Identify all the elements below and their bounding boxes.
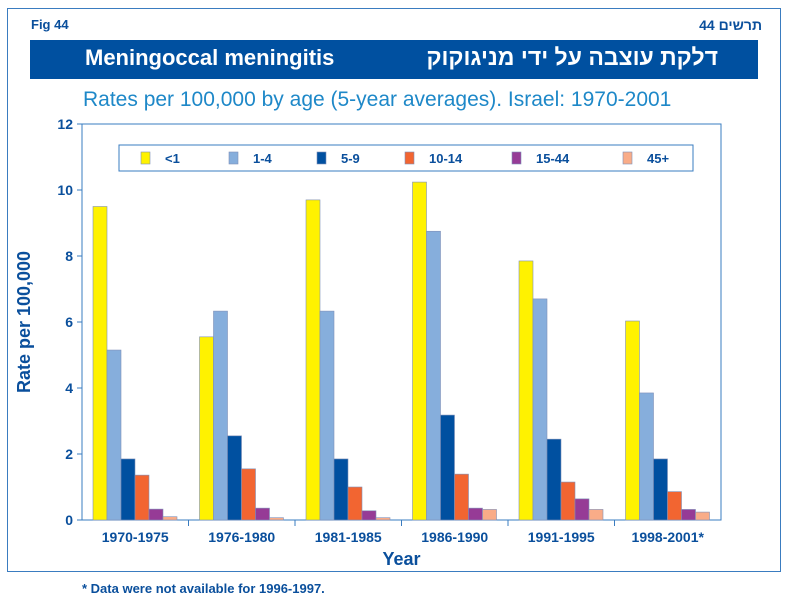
bar-1-4 xyxy=(532,298,548,521)
bar-45+ xyxy=(162,516,178,521)
chart-title: Rates per 100,000 by age (5-year average… xyxy=(83,88,672,111)
bar-1-4 xyxy=(639,392,654,521)
bar-<1 xyxy=(305,199,321,521)
bar-<1 xyxy=(412,181,427,521)
figure-number-hebrew: תרשים 44 xyxy=(699,17,762,33)
bar-<1 xyxy=(625,320,640,521)
bar-15-44 xyxy=(148,508,164,521)
bar-5-9 xyxy=(227,435,242,521)
bar-<1 xyxy=(518,260,534,521)
legend-swatch-5-9 xyxy=(316,151,327,165)
bar-15-44 xyxy=(361,510,377,521)
plot-area xyxy=(81,123,722,521)
bar-15-44 xyxy=(574,498,590,521)
bar-45+ xyxy=(588,509,604,521)
bar-1-4 xyxy=(213,310,228,521)
bar-45+ xyxy=(375,517,391,521)
title-english: Meningoccal meningitis xyxy=(85,45,335,70)
bar-5-9 xyxy=(120,458,136,521)
legend-label: 10-14 xyxy=(429,151,463,166)
y-tick-label: 2 xyxy=(65,446,73,462)
y-tick-label: 12 xyxy=(57,116,73,132)
x-tick-label: 1970-1975 xyxy=(102,529,169,545)
bar-<1 xyxy=(199,336,214,521)
legend-label: 5-9 xyxy=(341,151,360,166)
legend-swatch-<1 xyxy=(140,151,151,165)
y-tick-label: 10 xyxy=(57,182,73,198)
bar-5-9 xyxy=(333,458,349,521)
legend-swatch-15-44 xyxy=(511,151,522,165)
bar-45+ xyxy=(269,517,284,521)
bar-5-9 xyxy=(440,414,455,521)
x-tick-label: 1998-2001* xyxy=(632,529,705,545)
y-tick-label: 6 xyxy=(65,314,73,330)
legend-label: 45+ xyxy=(647,151,669,166)
bar-10-14 xyxy=(667,491,682,521)
bar-1-4 xyxy=(319,310,335,521)
legend-label: 15-44 xyxy=(536,151,570,166)
bar-15-44 xyxy=(681,509,696,521)
x-tick-label: 1976-1980 xyxy=(208,529,275,545)
bar-45+ xyxy=(695,511,710,521)
bar-1-4 xyxy=(426,230,441,521)
y-tick-label: 4 xyxy=(65,380,73,396)
title-band: Meningoccal meningitis דלקת עוצבה על ידי… xyxy=(30,40,758,79)
bar-5-9 xyxy=(546,438,562,521)
bar-10-14 xyxy=(347,486,363,521)
bar-45+ xyxy=(482,509,497,521)
x-tick-label: 1981-1985 xyxy=(315,529,382,545)
bar-15-44 xyxy=(468,507,483,521)
legend-label: <1 xyxy=(165,151,180,166)
y-axis-label: Rate per 100,000 xyxy=(14,251,34,393)
bar-<1 xyxy=(92,206,108,521)
bar-10-14 xyxy=(241,468,256,521)
bar-1-4 xyxy=(106,349,122,521)
bar-5-9 xyxy=(653,458,668,521)
y-tick-label: 8 xyxy=(65,248,73,264)
figure-frame xyxy=(7,8,781,572)
x-axis-label: Year xyxy=(382,549,420,569)
bar-10-14 xyxy=(134,474,150,521)
bar-10-14 xyxy=(454,473,469,521)
legend-swatch-10-14 xyxy=(404,151,415,165)
legend-swatch-1-4 xyxy=(228,151,239,165)
x-tick-label: 1991-1995 xyxy=(528,529,595,545)
x-tick-label: 1986-1990 xyxy=(421,529,488,545)
legend-swatch-45+ xyxy=(622,151,633,165)
footnote: * Data were not available for 1996-1997. xyxy=(82,581,325,596)
bar-15-44 xyxy=(255,507,270,521)
y-tick-label: 0 xyxy=(65,512,73,528)
figure-number: Fig 44 xyxy=(31,17,69,32)
title-hebrew: דלקת עוצבה על ידי מניגוקוק xyxy=(426,44,718,70)
bar-10-14 xyxy=(560,481,576,521)
legend-label: 1-4 xyxy=(253,151,273,166)
